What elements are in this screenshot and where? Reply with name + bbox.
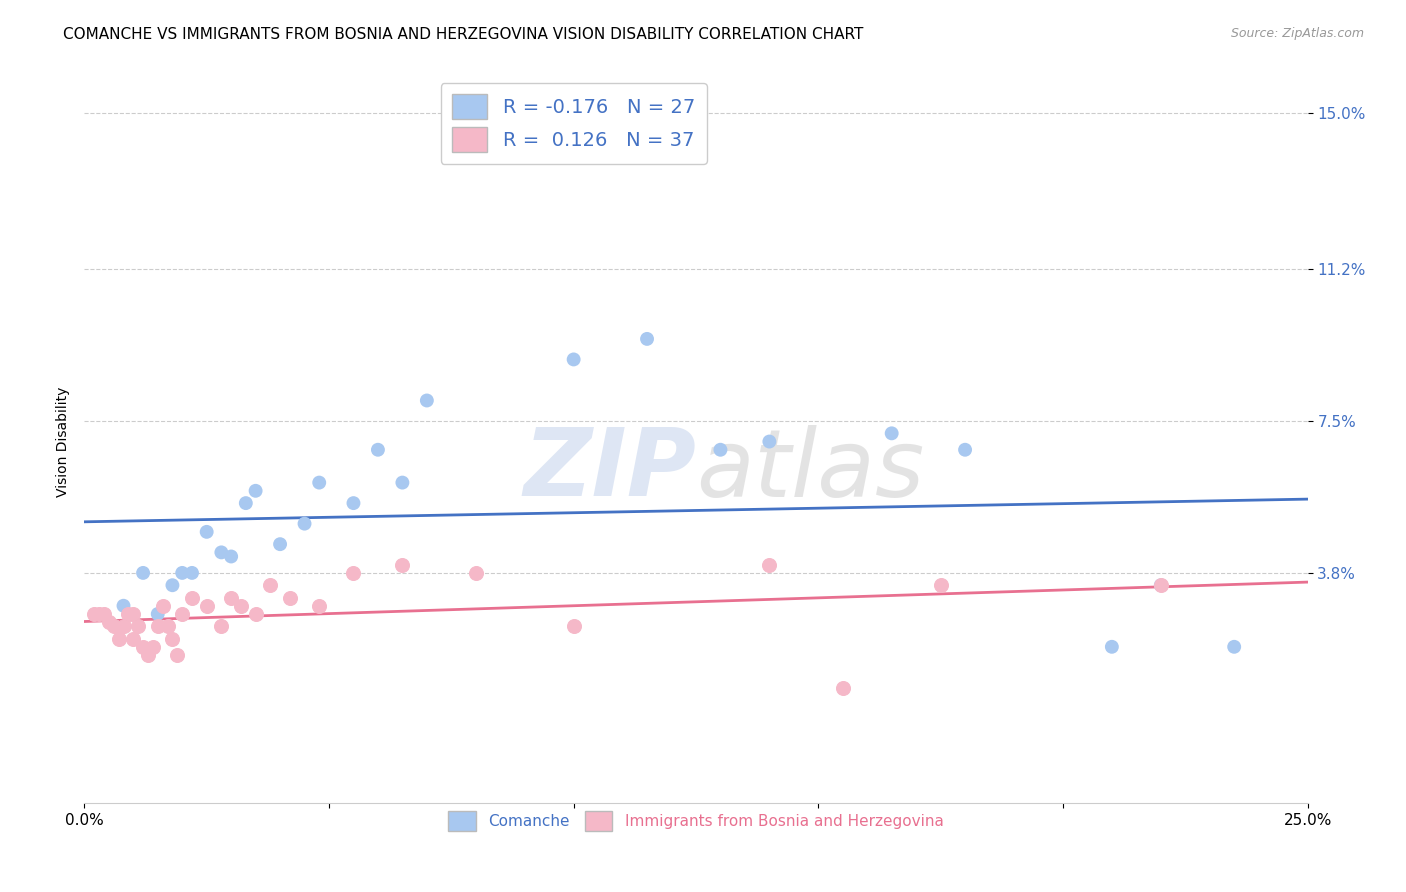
Point bbox=[172, 607, 194, 621]
Point bbox=[146, 607, 169, 621]
Point bbox=[152, 599, 174, 613]
Point bbox=[464, 566, 486, 580]
Point bbox=[831, 681, 853, 695]
Point bbox=[209, 619, 232, 633]
Point bbox=[181, 566, 204, 580]
Point bbox=[122, 632, 145, 646]
Point bbox=[136, 648, 159, 662]
Point bbox=[367, 442, 389, 457]
Point bbox=[162, 632, 184, 646]
Point bbox=[162, 578, 184, 592]
Point bbox=[1101, 640, 1123, 654]
Point bbox=[195, 524, 218, 539]
Legend: Comanche, Immigrants from Bosnia and Herzegovina: Comanche, Immigrants from Bosnia and Her… bbox=[441, 804, 950, 838]
Point bbox=[1150, 578, 1173, 592]
Point bbox=[308, 475, 330, 490]
Point bbox=[112, 619, 135, 633]
Point bbox=[758, 434, 780, 449]
Point bbox=[391, 558, 413, 572]
Point bbox=[245, 483, 267, 498]
Point bbox=[122, 607, 145, 621]
Point bbox=[294, 516, 316, 531]
Point bbox=[342, 566, 364, 580]
Point bbox=[416, 393, 439, 408]
Point bbox=[127, 619, 149, 633]
Point bbox=[1150, 578, 1173, 592]
Point bbox=[103, 619, 125, 633]
Point bbox=[156, 619, 179, 633]
Point bbox=[1223, 640, 1246, 654]
Point bbox=[172, 566, 194, 580]
Point bbox=[308, 599, 330, 613]
Point bbox=[229, 599, 252, 613]
Point bbox=[636, 332, 658, 346]
Point bbox=[758, 558, 780, 572]
Point bbox=[562, 619, 585, 633]
Point bbox=[880, 426, 903, 441]
Point bbox=[209, 545, 232, 559]
Point bbox=[112, 599, 135, 613]
Point bbox=[953, 442, 976, 457]
Point bbox=[219, 549, 242, 564]
Text: atlas: atlas bbox=[696, 425, 924, 516]
Point bbox=[132, 566, 155, 580]
Point bbox=[93, 607, 115, 621]
Point bbox=[107, 632, 129, 646]
Point bbox=[219, 591, 242, 605]
Point bbox=[132, 640, 155, 654]
Point bbox=[709, 442, 731, 457]
Point bbox=[342, 496, 364, 510]
Point bbox=[146, 619, 169, 633]
Point bbox=[142, 640, 165, 654]
Point bbox=[245, 607, 267, 621]
Point bbox=[97, 615, 120, 630]
Point bbox=[562, 352, 585, 367]
Point bbox=[391, 475, 413, 490]
Text: ZIP: ZIP bbox=[523, 425, 696, 516]
Point bbox=[181, 591, 204, 605]
Point bbox=[269, 537, 291, 551]
Text: COMANCHE VS IMMIGRANTS FROM BOSNIA AND HERZEGOVINA VISION DISABILITY CORRELATION: COMANCHE VS IMMIGRANTS FROM BOSNIA AND H… bbox=[63, 27, 863, 42]
Text: Source: ZipAtlas.com: Source: ZipAtlas.com bbox=[1230, 27, 1364, 40]
Point bbox=[83, 607, 105, 621]
Point bbox=[929, 578, 952, 592]
Point bbox=[259, 578, 281, 592]
Point bbox=[166, 648, 188, 662]
Point bbox=[117, 607, 139, 621]
Point bbox=[87, 607, 110, 621]
Y-axis label: Vision Disability: Vision Disability bbox=[56, 386, 70, 497]
Point bbox=[235, 496, 257, 510]
Point bbox=[278, 591, 301, 605]
Point bbox=[195, 599, 218, 613]
